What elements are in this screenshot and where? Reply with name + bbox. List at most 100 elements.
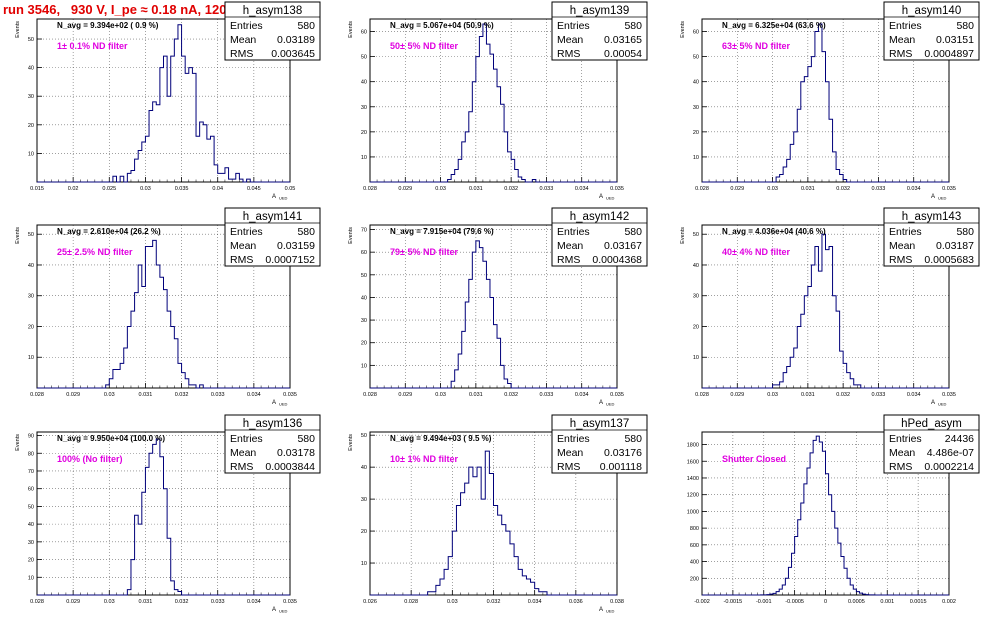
y-tick-label: 50 [693,55,699,61]
x-tick-label: 0.04 [212,186,223,192]
stats-label: Mean [230,447,256,459]
stats-label: Entries [230,20,263,32]
filter-annotation: 50± 5% ND filter [390,41,458,51]
filter-annotation: 10± 1% ND filter [390,454,458,464]
y-tick-label: 200 [690,576,699,582]
stats-title: h_asym140 [902,5,961,17]
y-tick-label: 10 [28,355,34,361]
stats-value: 0.001118 [600,461,642,473]
x-tick-label: 0.028 [30,599,44,605]
y-tick-label: 50 [361,433,367,439]
y-tick-label: 50 [28,232,34,238]
x-axis-label-subscript: UED [606,402,615,407]
plot-frame [701,224,950,389]
filter-annotation: 40± 4% ND filter [722,247,790,257]
y-tick-label: 30 [28,540,34,546]
x-tick-label: 0.028 [363,392,377,398]
stats-label: Entries [230,226,263,238]
y-tick-label: 30 [28,94,34,100]
x-axis-label: A [272,194,276,200]
stats-title: h_asym138 [243,5,302,17]
y-tick-label: 400 [690,560,699,566]
stats-box [224,207,321,267]
y-tick-label: 20 [28,324,34,330]
x-tick-label: 0.035 [283,392,297,398]
x-tick-label: 0.029 [398,392,412,398]
filter-annotation: 1± 0.1% ND filter [57,41,128,51]
y-tick-label: 10 [693,355,699,361]
histogram-line-h_asym139 [370,23,617,183]
y-tick-label: 1000 [687,509,699,515]
histogram-line-h_asym141 [37,239,290,389]
stats-label: Entries [889,226,922,238]
histogram-line-h_asym138 [37,24,290,183]
y-tick-label: 60 [28,487,34,493]
x-tick-label: 0.0005 [848,599,865,605]
stats-title: h_asym136 [243,418,302,430]
panel-h_asym142: 0.028 0.029 0.03 0.031 0.032 0.033 0.034 0.035 1… [348,207,648,407]
x-tick-label: 0.0015 [910,599,927,605]
y-axis-label: Events [348,434,354,451]
panel-h_asym143: 0.028 0.029 0.03 0.031 0.032 0.033 0.034 0.035 1… [680,207,980,407]
panel-h_asym137: 0.026 0.028 0.03 0.032 0.034 0.036 0.038 10 20 30… [348,414,648,614]
x-tick-label: 0.029 [730,392,744,398]
x-tick-label: 0.034 [247,392,261,398]
x-axis-label-subscript: UED [279,609,288,614]
x-tick-label: 0.03 [767,186,778,192]
x-tick-label: 0.001 [880,599,894,605]
x-axis-label: A [272,607,276,613]
histogram-line-h_asym136 [37,438,290,596]
x-tick-label: 0.028 [30,392,44,398]
x-tick-label: 0.03 [767,392,778,398]
x-axis-label-subscript: UED [279,402,288,407]
x-axis-label: A [599,607,603,613]
panel-h_asym139: 0.028 0.029 0.03 0.031 0.032 0.033 0.034 0.035 1… [348,1,648,201]
stats-value: 0.0004897 [924,48,974,60]
y-tick-label: 10 [361,363,367,369]
x-tick-label: 0.03 [435,392,446,398]
y-tick-label: 50 [361,273,367,279]
stats-value: 0.003645 [271,48,315,60]
stats-value: 0.03187 [936,240,974,252]
x-tick-label: 0.031 [139,599,153,605]
x-tick-label: 0.03 [104,392,115,398]
y-tick-label: 30 [693,294,699,300]
x-tick-label: 0.031 [801,392,815,398]
x-tick-label: 0.035 [610,186,624,192]
x-tick-label: 0.033 [540,392,554,398]
stats-value: 580 [297,226,315,238]
panel-h_asym138: 0.015 0.02 0.025 0.03 0.035 0.04 0.045 0.05 10 20… [15,1,321,201]
stats-label: RMS [557,461,580,473]
stats-value: 0.03189 [277,34,315,46]
stats-box [224,414,321,474]
x-tick-label: 0.028 [695,186,709,192]
navg-header: N_avg = 9.950e+04 (100.0 %) [57,434,165,443]
x-tick-label: 0.033 [211,392,225,398]
y-tick-label: 600 [690,543,699,549]
y-tick-label: 50 [361,55,367,61]
stats-value: 0.03159 [277,240,315,252]
y-tick-label: 40 [361,80,367,86]
y-tick-label: 1200 [687,493,699,499]
x-tick-label: -0.0005 [785,599,804,605]
navg-header: N_avg = 7.915e+04 (79.6 %) [390,227,494,236]
x-tick-label: -0.002 [694,599,710,605]
x-tick-label: 0.032 [504,392,518,398]
x-tick-label: 0.035 [942,392,956,398]
stats-label: Mean [230,240,256,252]
x-tick-label: 0.034 [575,186,589,192]
x-tick-label: 0.035 [175,186,189,192]
y-tick-label: 50 [28,37,34,43]
x-tick-label: 0.033 [540,186,554,192]
stats-label: Entries [889,433,922,445]
stats-title: h_asym143 [902,211,961,223]
x-tick-label: 0.038 [610,599,624,605]
x-tick-label: 0.026 [363,599,377,605]
y-tick-label: 1600 [687,459,699,465]
histogram-line-hPed_asym [702,435,949,596]
stats-label: Entries [889,20,922,32]
x-tick-label: 0.028 [404,599,418,605]
stats-value: 0.00054 [604,48,642,60]
x-tick-label: 0.032 [175,599,189,605]
stats-label: Mean [889,34,915,46]
